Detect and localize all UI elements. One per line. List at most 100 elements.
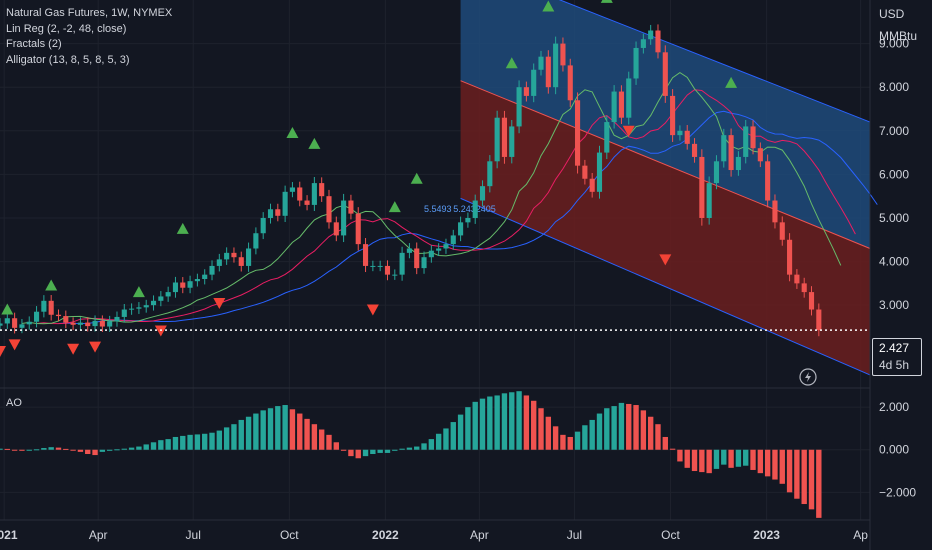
candle-body: [158, 296, 164, 301]
ao-bar: [479, 398, 486, 450]
price-axis[interactable]: 3.000 4.000 5.000 6.000 7.000 8.000 9.000: [879, 37, 909, 313]
channel-label-1: 5.5493: [424, 204, 452, 214]
legend-lin-reg[interactable]: Lin Reg (2, -2, 48, close): [6, 22, 127, 35]
candle-body: [421, 257, 427, 269]
time-axis[interactable]: 2021 Apr Jul Oct 2022 Apr Jul Oct 2023 Ap: [0, 528, 868, 542]
ao-bar: [414, 446, 420, 450]
ao-histogram[interactable]: [0, 391, 822, 518]
fractal-up-marker: [308, 137, 321, 149]
fractal-up-marker: [410, 172, 423, 184]
time-tick-label: Jul: [567, 528, 582, 542]
candle-body: [136, 307, 142, 309]
candle-body: [129, 308, 135, 310]
candle-body: [479, 186, 486, 201]
fractal-down-marker: [8, 339, 21, 351]
candle-body: [633, 47, 639, 79]
candle-body: [735, 156, 741, 171]
candle-body: [362, 244, 369, 266]
ao-bar: [764, 449, 771, 477]
candle-body: [436, 248, 442, 251]
candle-body: [246, 248, 252, 266]
ao-bar: [531, 400, 537, 450]
candle-body: [12, 318, 18, 328]
ao-bar: [560, 434, 566, 450]
ao-bar: [801, 449, 807, 505]
ao-bar: [143, 444, 149, 450]
ao-bar: [677, 449, 683, 462]
fractal-up-marker: [1, 303, 14, 315]
candle-body: [304, 200, 310, 205]
ao-bar: [282, 405, 288, 450]
ao-bar: [750, 449, 756, 470]
ao-bar: [267, 408, 274, 450]
ao-bar: [245, 416, 252, 450]
candle-body: [706, 183, 712, 218]
time-tick-label: Jul: [186, 528, 201, 542]
candle-body: [114, 316, 120, 322]
candle-body: [224, 252, 230, 260]
candle-body: [713, 161, 720, 184]
candle-body: [121, 309, 127, 317]
candle-body: [794, 274, 800, 284]
ao-bar: [421, 443, 427, 450]
candle-body: [216, 259, 222, 266]
mmbtu-label: MMBtu: [879, 29, 917, 43]
candle-body: [92, 320, 98, 327]
candle-body: [765, 161, 771, 201]
ao-bar: [253, 413, 259, 450]
grid: [0, 0, 870, 520]
candle-body: [779, 222, 785, 240]
fractal-up-marker: [505, 57, 518, 69]
ao-bar: [362, 449, 369, 457]
legend-symbol[interactable]: Natural Gas Futures, 1W, NYMEX: [6, 7, 173, 19]
ao-bar: [713, 449, 720, 469]
candle-body: [377, 265, 383, 267]
ao-bar: [640, 410, 647, 450]
ao-bar: [516, 391, 522, 450]
ao-bar: [618, 402, 625, 450]
channel-lower-fill: [460, 80, 870, 375]
ao-bar: [743, 449, 749, 466]
ao-bar: [216, 430, 223, 450]
price-tick-label: 4.000: [879, 255, 909, 269]
ao-bar: [669, 448, 676, 450]
candle-body: [465, 217, 471, 223]
candle-body: [319, 183, 325, 197]
candle-body: [531, 69, 537, 96]
ao-bar: [106, 449, 113, 451]
candle-body: [699, 156, 705, 218]
candle-body: [604, 122, 610, 153]
ao-axis: −2.000 0.000 2.000: [879, 400, 916, 499]
candle-body: [414, 248, 420, 269]
candle-body: [648, 30, 654, 40]
ao-bar: [706, 449, 712, 474]
replay-icon[interactable]: [799, 368, 817, 386]
ao-bar: [786, 449, 793, 493]
fractal-up-marker: [725, 76, 738, 88]
candle-body: [545, 56, 551, 88]
ao-bar: [779, 449, 785, 484]
ao-bar: [377, 449, 383, 453]
ao-bar: [158, 440, 164, 450]
ao-bar: [399, 448, 405, 450]
ao-bar: [728, 449, 734, 468]
ao-bar: [48, 447, 54, 450]
time-tick-label: 2021: [0, 528, 18, 542]
candle-body: [311, 183, 317, 205]
candle-body: [194, 279, 200, 282]
ao-bar: [194, 434, 201, 450]
ao-bar: [816, 449, 822, 518]
ao-bar: [260, 410, 266, 450]
fractal-down-marker: [67, 343, 80, 355]
candle-body: [143, 305, 149, 308]
ao-legend[interactable]: AO: [6, 397, 22, 409]
candle-body: [99, 320, 105, 327]
time-tick-label: Ap: [853, 528, 868, 542]
price-tick-label: 5.000: [879, 211, 909, 225]
legend-alligator[interactable]: Alligator (13, 8, 5, 8, 5, 3): [6, 53, 130, 66]
legend-fractals[interactable]: Fractals (2): [6, 38, 62, 50]
candles[interactable]: [0, 24, 822, 337]
candle-body: [509, 126, 515, 157]
ao-bar: [223, 427, 230, 450]
